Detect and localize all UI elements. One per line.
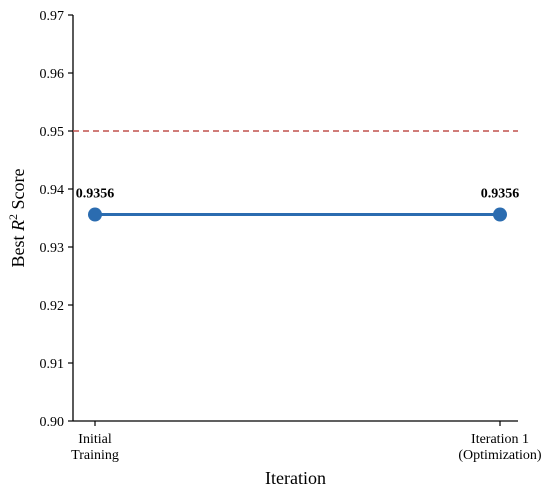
data-label: 0.9356 — [481, 187, 520, 202]
data-point — [493, 207, 507, 222]
y-axis: 0.90 0.91 0.92 0.93 0.94 0.95 0.96 0.97 — [40, 9, 74, 430]
y-tick-label: 0.94 — [40, 183, 65, 198]
y-tick-label: 0.91 — [40, 357, 65, 372]
x-tick-label: Iteration 1 — [471, 432, 529, 447]
x-axis-title: Iteration — [265, 468, 326, 488]
y-tick-label: 0.93 — [40, 241, 65, 256]
data-label: 0.9356 — [76, 187, 115, 202]
y-axis-title-sup: 2 — [6, 214, 20, 220]
y-axis-title-suffix: Score — [8, 168, 28, 213]
series: 0.9356 0.9356 — [76, 187, 520, 222]
x-tick-label: (Optimization) — [458, 448, 542, 463]
y-tick-label: 0.96 — [40, 67, 65, 82]
y-tick-label: 0.95 — [40, 125, 65, 140]
y-tick-label: 0.90 — [40, 415, 65, 430]
y-ticks: 0.90 0.91 0.92 0.93 0.94 0.95 0.96 0.97 — [40, 9, 73, 430]
data-point — [88, 207, 102, 222]
x-tick-label: Initial — [78, 432, 112, 447]
y-axis-title-prefix: Best — [8, 231, 28, 268]
y-tick-label: 0.97 — [40, 9, 65, 24]
y-axis-title: Best R2 Score — [6, 168, 28, 267]
x-tick-label: Training — [71, 448, 119, 463]
y-axis-title-var: R — [8, 220, 28, 232]
y-tick-label: 0.92 — [40, 299, 65, 314]
